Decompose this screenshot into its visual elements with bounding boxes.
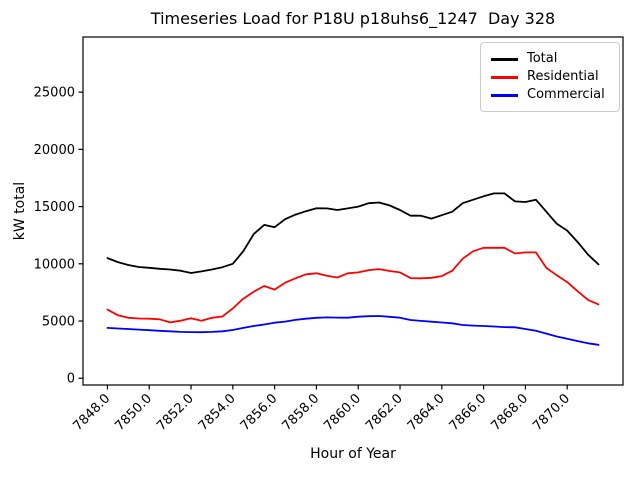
legend-line-sample-total xyxy=(491,57,518,61)
legend-label-residential: Residential xyxy=(527,69,599,84)
total-series-line xyxy=(106,192,600,274)
x-tick-label: 7856.0 xyxy=(238,391,281,434)
y-tick-label: 15000 xyxy=(34,200,75,215)
axes-spines xyxy=(82,36,624,386)
x-tick-label: 7850.0 xyxy=(112,391,155,434)
legend-line-sample-residential xyxy=(491,75,518,79)
series-lines xyxy=(106,192,600,346)
legend-label-total: Total xyxy=(527,51,558,66)
x-tick-label: 7852.0 xyxy=(154,391,197,434)
y-tick-label: 10000 xyxy=(34,257,75,272)
residential-series-line xyxy=(106,246,600,324)
legend-item-commercial: Commercial xyxy=(491,86,609,104)
legend-label-commercial: Commercial xyxy=(527,87,605,102)
y-tick-label: 20000 xyxy=(34,143,75,158)
y-tick-label: 0 xyxy=(67,372,75,387)
legend: Total Residential Commercial xyxy=(480,42,620,112)
x-tick-label: 7862.0 xyxy=(363,391,406,434)
x-axis-ticks: 7848.0 7850.0 7852.0 7854.0 7856.0 7858.0 7860… xyxy=(70,385,573,434)
y-axis-ticks: 0 5000 10000 15000 20000 25000 xyxy=(34,86,83,387)
y-tick-label: 5000 xyxy=(42,315,75,330)
x-tick-label: 7868.0 xyxy=(488,391,531,434)
chart-title: Timeseries Load for P18U p18uhs6_1247 Da… xyxy=(150,9,556,28)
y-tick-label: 25000 xyxy=(34,86,75,101)
x-tick-label: 7848.0 xyxy=(70,391,113,434)
commercial-series-line xyxy=(106,315,600,346)
x-tick-label: 7854.0 xyxy=(196,391,239,434)
x-tick-label: 7864.0 xyxy=(405,391,448,434)
x-tick-label: 7858.0 xyxy=(279,391,322,434)
legend-item-residential: Residential xyxy=(491,68,609,86)
legend-line-sample-commercial xyxy=(491,93,518,97)
x-tick-label: 7866.0 xyxy=(447,391,490,434)
x-axis-label: Hour of Year xyxy=(310,446,396,462)
x-tick-label: 7860.0 xyxy=(321,391,364,434)
legend-item-total: Total xyxy=(491,50,609,68)
x-tick-label: 7870.0 xyxy=(530,391,573,434)
